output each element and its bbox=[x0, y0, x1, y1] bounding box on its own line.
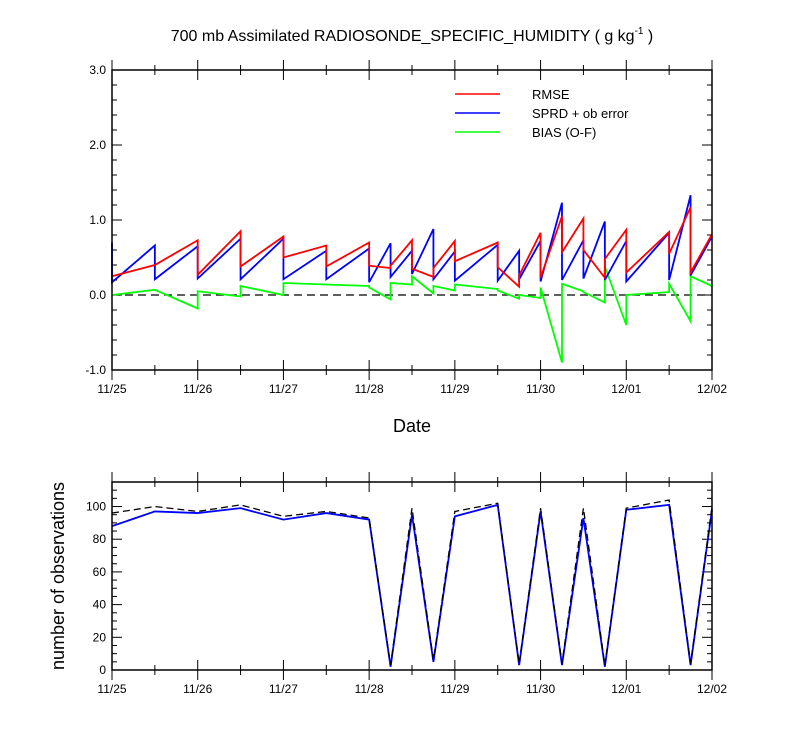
x-tick-label: 11/27 bbox=[269, 682, 298, 696]
x-tick-label: 11/25 bbox=[97, 682, 126, 696]
top-x-tick-labels: 11/25 11/26 11/27 11/28 11/29 11/30 12/01 12/02 bbox=[97, 382, 727, 396]
series-line-observations-assimilated bbox=[111, 503, 713, 667]
y-tick-label: 40 bbox=[93, 598, 107, 612]
x-tick-label: 12/02 bbox=[697, 682, 727, 696]
y-tick-label: 60 bbox=[93, 565, 107, 579]
bottom-y-tick-labels: 0 20 40 60 80 100 bbox=[86, 500, 106, 677]
top-x-axis-title: Date bbox=[393, 416, 431, 436]
x-tick-label: 11/25 bbox=[97, 382, 126, 396]
x-tick-label: 11/28 bbox=[355, 682, 384, 696]
legend-label-rmse: RMSE bbox=[532, 87, 570, 102]
y-tick-label: 1.0 bbox=[89, 213, 106, 227]
top-plot-frame bbox=[111, 69, 713, 371]
y-tick-label: 3.0 bbox=[89, 63, 106, 77]
x-tick-label: 11/29 bbox=[440, 682, 469, 696]
x-tick-label: 11/26 bbox=[183, 382, 212, 396]
bottom-axis-ticks bbox=[111, 472, 713, 680]
bottom-series-lines bbox=[111, 499, 713, 667]
legend-label-sprd: SPRD + ob error bbox=[532, 106, 629, 121]
x-tick-label: 11/30 bbox=[526, 382, 555, 396]
y-tick-label: 100 bbox=[86, 500, 106, 514]
x-tick-label: 11/28 bbox=[355, 382, 384, 396]
y-tick-label: 80 bbox=[93, 532, 107, 546]
series-line-bias-o-f bbox=[111, 266, 713, 363]
chart-title: 700 mb Assimilated RADIOSONDE_SPECIFIC_H… bbox=[171, 26, 654, 45]
legend-label-bias: BIAS (O-F) bbox=[532, 125, 596, 140]
y-tick-label: 0.0 bbox=[89, 288, 106, 302]
x-tick-label: 12/01 bbox=[611, 682, 641, 696]
x-tick-label: 11/29 bbox=[440, 382, 469, 396]
bottom-x-tick-labels: 11/25 11/26 11/27 11/28 11/29 11/30 12/01 12/02 bbox=[97, 682, 727, 696]
x-tick-label: 11/26 bbox=[183, 682, 212, 696]
x-tick-label: 12/02 bbox=[697, 382, 727, 396]
x-tick-label: 11/27 bbox=[269, 382, 298, 396]
series-line-rmse bbox=[111, 206, 713, 289]
y-tick-label: -1.0 bbox=[85, 363, 106, 377]
y-tick-label: 20 bbox=[93, 630, 107, 644]
top-y-tick-labels: -1.0 0.0 1.0 2.0 3.0 bbox=[85, 63, 106, 377]
legend: RMSE SPRD + ob error BIAS (O-F) bbox=[455, 87, 629, 140]
bottom-plot-frame bbox=[111, 481, 713, 671]
top-chart-panel: -1.00.01.02.03.0 11/25 11/26 11/27 11/28 11/… bbox=[85, 60, 727, 436]
y-tick-label: 2.0 bbox=[89, 138, 106, 152]
x-tick-label: 11/30 bbox=[526, 682, 555, 696]
top-series-lines bbox=[111, 195, 713, 363]
x-tick-label: 12/01 bbox=[611, 382, 641, 396]
y-tick-label: 0 bbox=[99, 663, 106, 677]
series-line-observations-possible bbox=[111, 499, 713, 666]
bottom-y-axis-title: number of observations bbox=[48, 482, 68, 670]
